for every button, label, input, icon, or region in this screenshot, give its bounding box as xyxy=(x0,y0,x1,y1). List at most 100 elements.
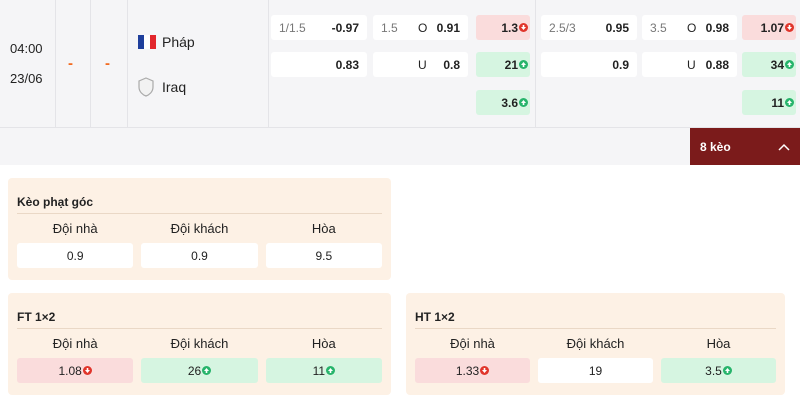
chevron-up xyxy=(778,143,790,151)
trend-down xyxy=(785,23,794,32)
odds-value: 1.3 xyxy=(501,20,518,35)
trend-up xyxy=(785,60,794,69)
away-team: Iraq xyxy=(162,79,187,95)
odds-cell: 1/1.5 -0.97 xyxy=(271,15,367,40)
odds-value: 0.9 xyxy=(66,248,84,263)
odds-cell: 2.5/3 0.95 xyxy=(541,15,637,40)
match-date: 23/06 xyxy=(10,71,43,86)
column-header: Đội nhà xyxy=(450,336,495,351)
divider xyxy=(17,213,382,214)
panel-title: HT 1×2 xyxy=(415,310,455,324)
odds-value: 19 xyxy=(588,363,603,378)
odds-value: 3.5 xyxy=(705,363,722,378)
home-score: - xyxy=(68,55,73,72)
odds-value: 11 xyxy=(771,95,784,110)
odds-value: -0.97 xyxy=(331,20,359,35)
odds-value: 26 xyxy=(187,363,202,378)
column-header: Hòa xyxy=(706,336,731,351)
odds-value: 21 xyxy=(504,57,518,72)
odds-cell: 9.5 xyxy=(265,243,382,268)
odds-cell: 0.9 xyxy=(17,243,134,268)
odds-cell: 1.33 xyxy=(415,358,530,383)
ou-label: O xyxy=(418,20,428,35)
column-header: Đội khách xyxy=(170,221,229,236)
divider xyxy=(268,0,269,127)
odds-cell: 1.5 O 0.91 xyxy=(373,15,468,40)
odds-value: 0.9 xyxy=(612,57,629,72)
odds-cell: 0.9 xyxy=(141,243,258,268)
panel-title: FT 1×2 xyxy=(17,310,56,324)
column-header: Hòa xyxy=(311,336,336,351)
odds-value: 0.98 xyxy=(705,20,729,35)
odds-cell: 21 xyxy=(476,52,530,77)
odds-cell: 19 xyxy=(538,358,653,383)
trend-down xyxy=(519,23,528,32)
odds-value: 0.95 xyxy=(605,20,629,35)
divider xyxy=(535,0,536,127)
divider xyxy=(127,0,128,127)
match-time: 04:00 xyxy=(10,41,43,56)
odds-value: 1.33 xyxy=(455,363,480,378)
more-odds-button[interactable]: 8 kèo xyxy=(690,128,800,165)
column-header: Đội nhà xyxy=(52,336,98,351)
button-label: 8 kèo xyxy=(700,139,731,154)
odds-cell: 1.07 xyxy=(742,15,796,40)
ou-label: O xyxy=(687,20,697,35)
odds-value: 34 xyxy=(770,57,784,72)
trend-up xyxy=(785,98,794,107)
column-header: Đội khách xyxy=(170,336,229,351)
odds-cell: 1.3 xyxy=(476,15,530,40)
trend-up xyxy=(722,366,732,375)
odds-panel: Kèo phạt góc Đội nhà 0.9 Đội khách 0.9 Hòa 9.5 xyxy=(8,178,391,280)
odds-value: 11 xyxy=(312,363,326,378)
odds-panel: FT 1×2 Đội nhà 1.08 Đội khách 26 Hòa 11 xyxy=(8,293,391,395)
trend-up xyxy=(326,366,336,375)
odds-cell: 11 xyxy=(265,358,382,383)
odds-value: 0.9 xyxy=(191,248,208,263)
handicap-line: 1/1.5 xyxy=(279,20,306,35)
away-logo xyxy=(138,77,154,97)
odds-value: 0.91 xyxy=(436,20,460,35)
odds-cell: 3.6 xyxy=(476,90,530,115)
odds-value: 0.88 xyxy=(705,57,729,72)
odds-cell: U 0.88 xyxy=(642,52,737,77)
handicap-line: 2.5/3 xyxy=(549,20,576,35)
odds-panel: HT 1×2 Đội nhà 1.33 Đội khách 19 Hòa 3.5 xyxy=(406,293,785,395)
divider xyxy=(55,0,56,127)
panel-title: Kèo phạt góc xyxy=(17,195,94,209)
column-header: Đội khách xyxy=(566,336,625,351)
home-team: Pháp xyxy=(162,34,195,50)
odds-value: 9.5 xyxy=(315,248,333,263)
odds-cell: 26 xyxy=(141,358,258,383)
ou-line: 1.5 xyxy=(381,20,398,35)
odds-cell: 3.5 O 0.98 xyxy=(642,15,737,40)
odds-value: 3.6 xyxy=(501,95,518,110)
column-header: Đội nhà xyxy=(52,221,98,236)
odds-cell: 0.83 xyxy=(271,52,367,77)
ou-line: 3.5 xyxy=(650,20,667,35)
odds-value: 0.8 xyxy=(443,57,460,72)
odds-value: 1.08 xyxy=(58,363,82,378)
odds-cell: 11 xyxy=(742,90,796,115)
trend-down xyxy=(480,366,490,375)
odds-cell: U 0.8 xyxy=(373,52,468,77)
trend-up xyxy=(202,366,212,375)
home-flag xyxy=(138,35,156,49)
ou-label: U xyxy=(687,57,696,72)
trend-down xyxy=(82,366,92,375)
divider xyxy=(0,127,800,128)
odds-value: 0.83 xyxy=(335,57,359,72)
odds-cell: 3.5 xyxy=(661,358,776,383)
odds-value: 1.07 xyxy=(760,20,784,35)
trend-up xyxy=(519,60,528,69)
trend-up xyxy=(519,98,528,107)
divider xyxy=(415,328,776,329)
divider xyxy=(90,0,91,127)
odds-cell: 34 xyxy=(742,52,796,77)
odds-cell: 1.08 xyxy=(17,358,134,383)
ou-label: U xyxy=(418,57,427,72)
away-score: - xyxy=(105,55,110,72)
column-header: Hòa xyxy=(311,221,336,236)
divider xyxy=(17,328,382,329)
